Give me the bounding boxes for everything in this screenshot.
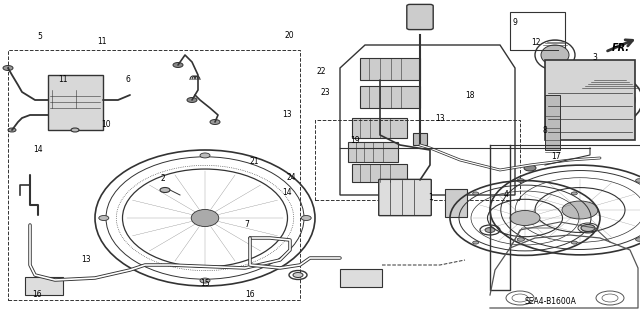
Text: 24: 24 [286,173,296,182]
Circle shape [636,238,640,241]
Circle shape [636,179,640,182]
Circle shape [200,153,210,158]
Circle shape [301,216,311,220]
FancyBboxPatch shape [25,277,63,295]
FancyBboxPatch shape [545,95,560,150]
Text: 22: 22 [317,67,326,76]
Ellipse shape [595,89,625,111]
Text: 8: 8 [543,126,548,135]
Text: 13: 13 [435,114,445,122]
FancyBboxPatch shape [348,142,398,162]
Text: 12: 12 [532,38,541,47]
Circle shape [3,65,13,70]
Circle shape [473,192,479,195]
Circle shape [293,272,303,278]
Text: 1: 1 [428,193,433,202]
Text: 3: 3 [593,53,598,62]
Circle shape [551,86,559,90]
Circle shape [173,63,183,68]
Circle shape [510,211,540,226]
Text: 19: 19 [350,136,360,145]
FancyBboxPatch shape [340,269,382,287]
Text: 23: 23 [320,88,330,97]
Text: FR.: FR. [612,43,630,53]
FancyBboxPatch shape [352,118,407,138]
Circle shape [473,241,479,244]
Ellipse shape [541,45,569,65]
Circle shape [524,165,536,171]
Circle shape [99,216,109,220]
Circle shape [562,201,598,219]
Text: 16: 16 [32,290,42,299]
Circle shape [8,128,16,132]
Text: 7: 7 [244,220,249,229]
FancyBboxPatch shape [379,179,431,216]
Circle shape [200,278,210,283]
Text: SEA4-B1600A: SEA4-B1600A [524,297,577,306]
Circle shape [210,120,220,124]
Text: 15: 15 [200,279,210,288]
Text: 13: 13 [81,256,92,264]
Circle shape [572,192,577,195]
FancyBboxPatch shape [48,75,103,130]
Circle shape [485,227,495,233]
Text: 4: 4 [503,190,508,199]
FancyBboxPatch shape [352,164,407,182]
Text: 14: 14 [282,189,292,197]
Circle shape [71,128,79,132]
FancyBboxPatch shape [413,133,427,145]
Text: 21: 21 [250,157,259,166]
Ellipse shape [191,210,219,226]
Text: 10: 10 [100,120,111,129]
Circle shape [581,225,595,232]
Text: 20: 20 [284,31,294,40]
Text: 13: 13 [282,110,292,119]
Text: 6: 6 [125,75,131,84]
Text: 5: 5 [37,32,42,41]
Circle shape [572,241,577,244]
Text: 16: 16 [244,290,255,299]
FancyBboxPatch shape [360,58,420,80]
Text: 14: 14 [33,145,44,154]
FancyBboxPatch shape [407,4,433,30]
Circle shape [187,98,197,102]
FancyBboxPatch shape [360,86,420,108]
Circle shape [517,238,524,241]
Text: 9: 9 [513,19,518,27]
FancyBboxPatch shape [545,60,635,140]
Circle shape [160,188,170,192]
Text: 2: 2 [161,174,166,183]
Text: 18: 18 [466,91,475,100]
Text: 17: 17 [550,152,561,161]
Circle shape [517,179,524,182]
Text: 11: 11 [98,37,107,46]
FancyBboxPatch shape [445,189,467,217]
Text: 11: 11 [58,75,67,84]
